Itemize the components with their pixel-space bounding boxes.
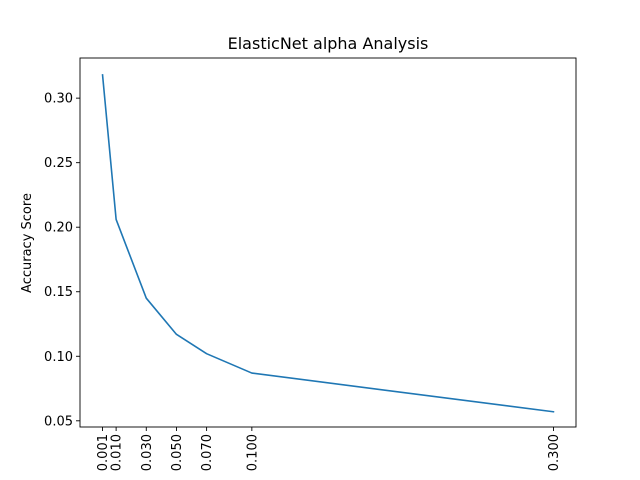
y-axis-label: Accuracy Score: [20, 193, 35, 293]
y-tick-label: 0.10: [44, 350, 73, 365]
y-tick-label: 0.20: [44, 221, 73, 236]
x-tick-label: 0.010: [110, 434, 125, 471]
x-tick-label: 0.001: [96, 434, 111, 471]
y-tick-label: 0.15: [44, 285, 73, 300]
x-tick-label: 0.100: [245, 434, 260, 471]
chart-title: ElasticNet alpha Analysis: [228, 34, 429, 53]
y-tick-label: 0.25: [44, 156, 73, 171]
series-line: [101, 74, 555, 413]
x-tick-label: 0.300: [547, 434, 562, 471]
x-tick-label: 0.070: [200, 434, 215, 471]
axes-frame: [79, 57, 577, 428]
x-tick-label: 0.030: [140, 434, 155, 471]
y-tick-label: 0.05: [44, 414, 73, 429]
y-tick-label: 0.30: [44, 92, 73, 107]
x-tick-label: 0.050: [170, 434, 185, 471]
